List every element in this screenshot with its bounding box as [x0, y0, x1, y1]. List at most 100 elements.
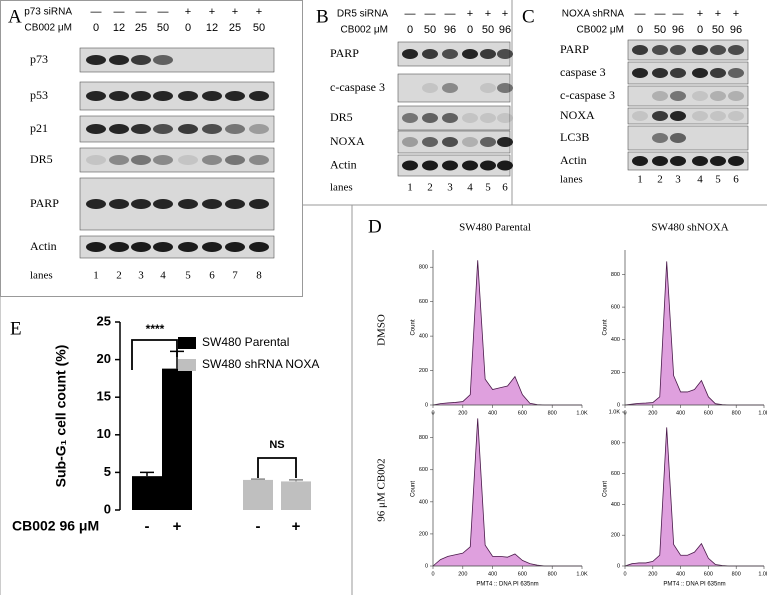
bar: [243, 479, 273, 510]
band-label: DR5: [330, 110, 353, 124]
blot-band: [225, 155, 245, 165]
blot-band: [86, 155, 106, 165]
treatment-value: 50: [157, 22, 169, 34]
treatment-value: 12: [113, 22, 125, 34]
x-axis-label: CB002 96 μM: [12, 518, 99, 534]
blot-band: [153, 155, 173, 165]
treatment-value: —: [635, 8, 646, 20]
treatment-value: +: [185, 6, 191, 18]
blot-band: [670, 111, 686, 121]
blot-band: [462, 160, 478, 171]
panel-letter: A: [8, 6, 22, 27]
lanes-label: lanes: [560, 174, 583, 186]
treatment-value: —: [445, 8, 456, 20]
blot-band: [131, 155, 151, 165]
blot-band: [480, 49, 496, 59]
bracket: [131, 339, 178, 370]
error-bar: [251, 478, 265, 480]
blot-strip: [627, 85, 749, 107]
blot-band: [402, 137, 418, 147]
treatment-value: 96: [499, 24, 511, 36]
lane-number: 4: [697, 174, 703, 186]
band-label: c-caspase 3: [330, 80, 385, 94]
y-tick-label: 400: [611, 502, 620, 508]
x-tick-label: 400: [488, 571, 497, 577]
x-tick-label: 200: [458, 410, 467, 416]
treatment-value: 0: [407, 24, 413, 36]
blot-strip: [627, 125, 749, 151]
annotation: NS: [269, 439, 284, 451]
x-axis-label: PMT4 :: DNA PI 635nm: [476, 582, 538, 588]
column-title: SW480 shNOXA: [651, 222, 728, 234]
y-tick-label: 10: [97, 426, 111, 441]
x-tick-label: 800: [732, 410, 741, 416]
lane-number: 1: [93, 270, 99, 282]
x-tick-label: 800: [732, 571, 741, 577]
y-tick-label: 800: [611, 440, 620, 446]
treatment-value: —: [136, 6, 147, 18]
y-tick-label: 800: [419, 265, 428, 271]
y-tick-label: 15: [97, 389, 111, 404]
panel-letter: E: [10, 318, 22, 339]
blot-band: [497, 137, 513, 147]
treatment-value: +: [467, 8, 473, 20]
treatment-value: 50: [654, 24, 666, 36]
lane-number: 4: [467, 182, 473, 194]
blot-band: [710, 111, 726, 121]
lane-number: 3: [675, 174, 681, 186]
band-label: PARP: [30, 196, 59, 210]
bar: [162, 368, 192, 510]
y-tick-label: 5: [104, 464, 111, 479]
lane-number: 6: [209, 270, 215, 282]
blot-band: [422, 137, 438, 147]
treatment-value: 0: [185, 22, 191, 34]
y-tick-label: 0: [425, 402, 428, 408]
y-axis-label: Count: [411, 319, 417, 335]
blot-band: [652, 133, 668, 143]
band-label: PARP: [560, 42, 589, 56]
band-label: NOXA: [330, 134, 365, 148]
blot-band: [202, 242, 222, 252]
y-tick-label: 400: [419, 334, 428, 340]
blot-band: [692, 68, 708, 78]
blot-band: [178, 242, 198, 252]
treatment-value: 25: [135, 22, 147, 34]
blot-band: [86, 124, 106, 134]
y-tick-label: 20: [97, 351, 111, 366]
blot-band: [692, 156, 708, 166]
y-tick-label: 600: [419, 467, 428, 473]
blot-band: [225, 91, 245, 101]
x-tick-label: 800: [548, 410, 557, 416]
lane-number: 5: [715, 174, 721, 186]
y-tick-label: 800: [611, 272, 620, 278]
treatment-value: 12: [206, 22, 218, 34]
blot-band: [462, 49, 478, 59]
blot-band: [692, 91, 708, 101]
blot-band: [670, 45, 686, 55]
y-tick-label: 25: [97, 313, 111, 328]
blot-band: [710, 68, 726, 78]
y-tick-label: 600: [611, 305, 620, 311]
blot-band: [480, 113, 496, 123]
histogram-line: [432, 418, 582, 567]
x-tick-label: 800: [548, 571, 557, 577]
blot-band: [497, 83, 513, 93]
axis: [624, 250, 764, 406]
lane-number: 5: [185, 270, 191, 282]
blot-band: [710, 156, 726, 166]
blot-strip: [79, 235, 275, 259]
panel-letter: B: [316, 6, 329, 27]
blot-band: [652, 68, 668, 78]
lane-number: 1: [637, 174, 643, 186]
y-tick-label: 200: [611, 533, 620, 539]
blot-band: [670, 91, 686, 101]
treatment-value: 0: [697, 24, 703, 36]
lane-number: 2: [116, 270, 122, 282]
x-tick-label: 600: [704, 410, 713, 416]
blot-band: [652, 91, 668, 101]
legend-label: SW480 Parental: [202, 335, 289, 349]
blot-band: [225, 199, 245, 209]
x-tick-label: 1.0K: [758, 410, 767, 416]
x-tick-label: 200: [458, 571, 467, 577]
histogram-line: [432, 260, 582, 406]
